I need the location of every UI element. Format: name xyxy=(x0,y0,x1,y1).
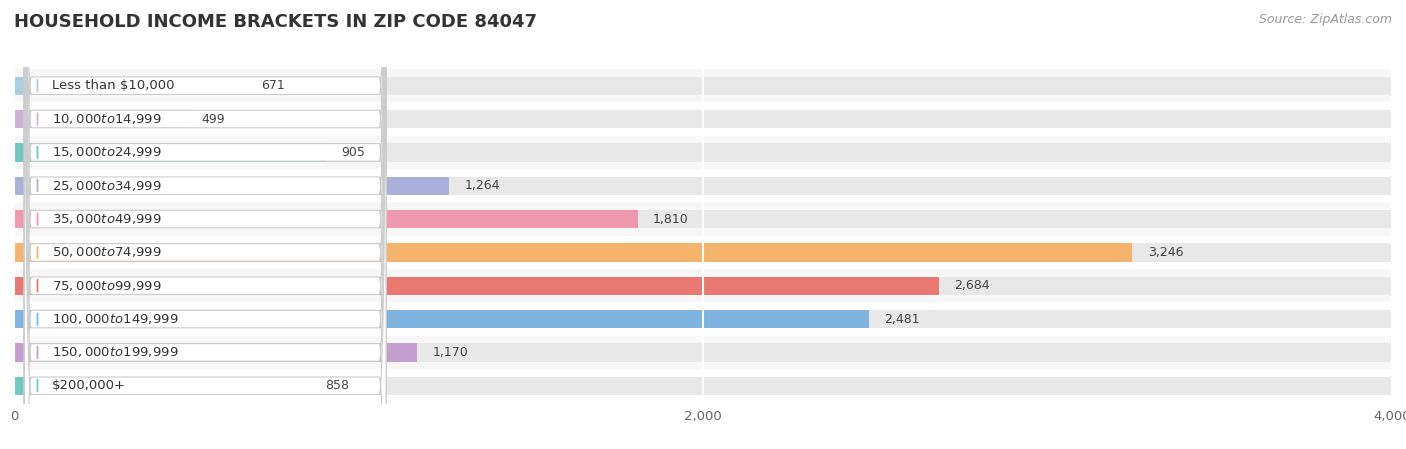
Text: 2,481: 2,481 xyxy=(884,313,920,326)
Text: 2,684: 2,684 xyxy=(955,279,990,292)
Text: 671: 671 xyxy=(260,79,284,92)
Text: Less than $10,000: Less than $10,000 xyxy=(52,79,174,92)
Text: 3,246: 3,246 xyxy=(1147,246,1184,259)
Bar xyxy=(14,143,1392,162)
Bar xyxy=(14,277,939,295)
Text: 905: 905 xyxy=(342,146,366,159)
Bar xyxy=(14,310,1392,328)
Bar xyxy=(14,369,1392,402)
Text: $200,000+: $200,000+ xyxy=(52,379,127,392)
Text: 858: 858 xyxy=(325,379,349,392)
Text: $100,000 to $149,999: $100,000 to $149,999 xyxy=(52,312,179,326)
FancyBboxPatch shape xyxy=(24,0,387,449)
Text: $15,000 to $24,999: $15,000 to $24,999 xyxy=(52,145,162,159)
Text: $25,000 to $34,999: $25,000 to $34,999 xyxy=(52,179,162,193)
Bar xyxy=(14,102,1392,136)
Bar xyxy=(14,202,1392,236)
Bar xyxy=(14,303,1392,336)
Bar xyxy=(14,269,1392,303)
FancyBboxPatch shape xyxy=(24,0,387,449)
Bar xyxy=(14,243,1392,262)
Bar xyxy=(14,343,418,361)
Text: $50,000 to $74,999: $50,000 to $74,999 xyxy=(52,246,162,260)
Text: 499: 499 xyxy=(201,113,225,126)
Text: Source: ZipAtlas.com: Source: ZipAtlas.com xyxy=(1258,13,1392,26)
Text: 1,264: 1,264 xyxy=(465,179,501,192)
FancyBboxPatch shape xyxy=(24,0,387,449)
Bar xyxy=(14,110,186,128)
Text: $35,000 to $49,999: $35,000 to $49,999 xyxy=(52,212,162,226)
Bar xyxy=(14,169,1392,202)
Bar xyxy=(14,176,450,195)
FancyBboxPatch shape xyxy=(24,0,387,449)
Bar xyxy=(14,136,1392,169)
Text: $150,000 to $199,999: $150,000 to $199,999 xyxy=(52,345,179,359)
Bar xyxy=(14,277,1392,295)
FancyBboxPatch shape xyxy=(24,0,387,449)
Text: 1,810: 1,810 xyxy=(652,212,689,225)
Bar xyxy=(14,377,309,395)
Bar xyxy=(14,210,1392,228)
Bar xyxy=(14,377,1392,395)
Bar xyxy=(14,69,1392,102)
FancyBboxPatch shape xyxy=(24,0,387,449)
Text: 1,170: 1,170 xyxy=(433,346,468,359)
Bar xyxy=(14,143,326,162)
Bar xyxy=(14,343,1392,361)
FancyBboxPatch shape xyxy=(24,0,387,449)
Text: HOUSEHOLD INCOME BRACKETS IN ZIP CODE 84047: HOUSEHOLD INCOME BRACKETS IN ZIP CODE 84… xyxy=(14,13,537,31)
Bar xyxy=(14,210,637,228)
Bar xyxy=(14,76,245,95)
Bar xyxy=(14,336,1392,369)
FancyBboxPatch shape xyxy=(24,0,387,449)
Bar xyxy=(14,243,1132,262)
Text: $10,000 to $14,999: $10,000 to $14,999 xyxy=(52,112,162,126)
Bar xyxy=(14,176,1392,195)
Bar xyxy=(14,310,869,328)
Bar xyxy=(14,236,1392,269)
Bar xyxy=(14,110,1392,128)
Text: $75,000 to $99,999: $75,000 to $99,999 xyxy=(52,279,162,293)
Bar xyxy=(14,76,1392,95)
FancyBboxPatch shape xyxy=(24,0,387,449)
FancyBboxPatch shape xyxy=(24,0,387,449)
